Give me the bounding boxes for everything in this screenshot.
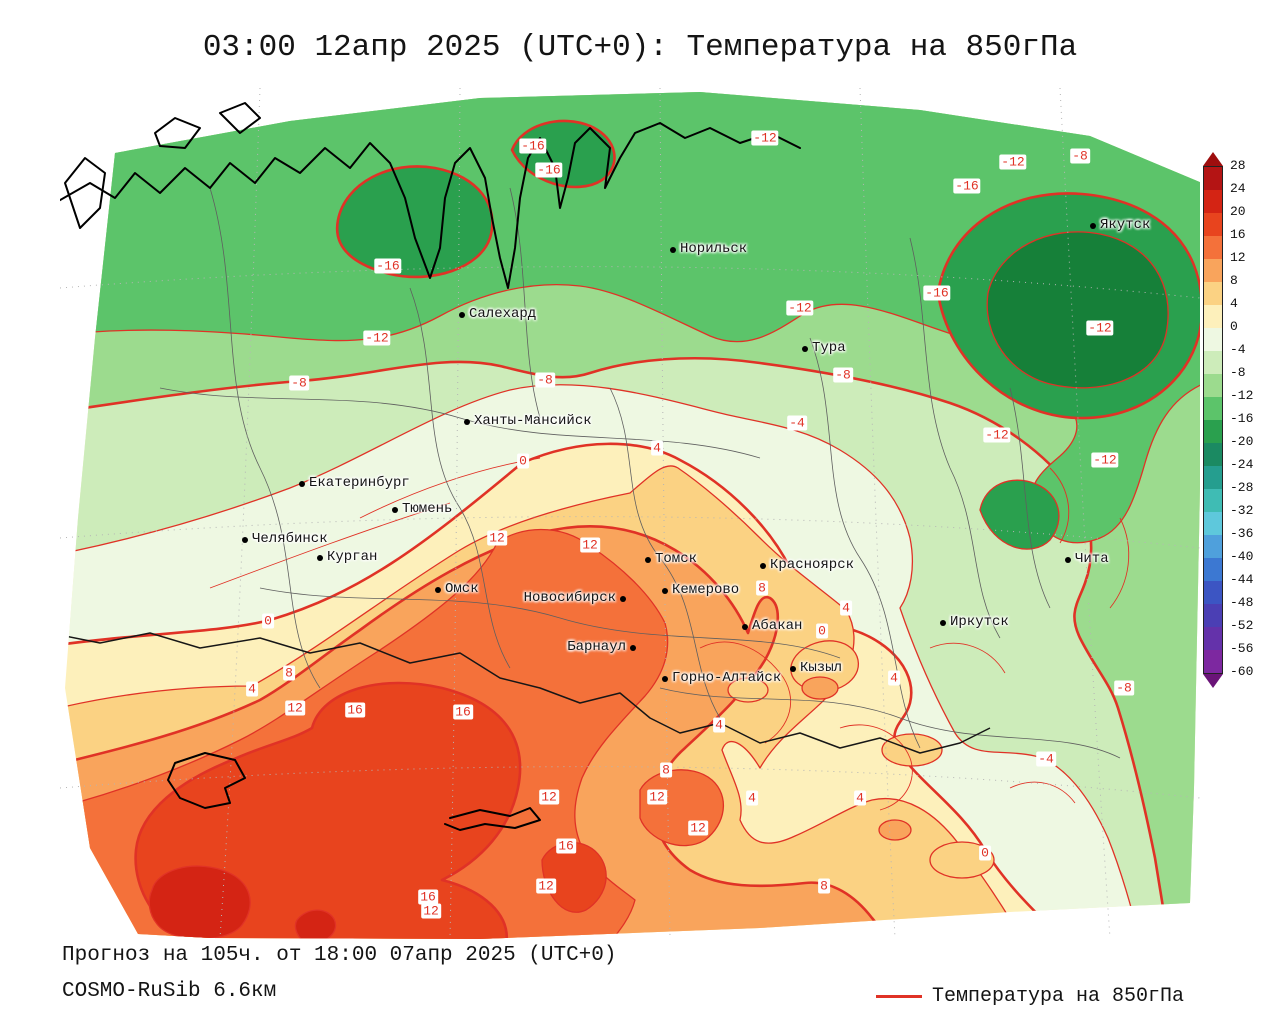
- warm-pocket-20-s: [294, 909, 337, 939]
- arctic-coastline: [60, 122, 801, 289]
- colorbar-tick-label: -48: [1230, 595, 1254, 610]
- colorbar-cell: [1204, 535, 1222, 558]
- colorbar-cell: [1204, 190, 1222, 213]
- minor-contour-1: [699, 641, 792, 744]
- national-border: [65, 632, 991, 754]
- colorbar-cell: [1204, 305, 1222, 328]
- colorbar-cell: [1204, 466, 1222, 489]
- lake-2: [444, 807, 541, 831]
- admin-border-6: [909, 237, 1001, 639]
- warm-pocket-12-se: [639, 769, 725, 847]
- colorbar-cell: [1204, 420, 1222, 443]
- colorbar-tick-label: -12: [1230, 388, 1254, 403]
- se-swirl-2: [801, 676, 839, 700]
- colorbar-tick-label: 24: [1230, 181, 1246, 196]
- graticule-parallel-3: [60, 766, 1200, 799]
- se-swirl-5: [727, 677, 769, 703]
- colorbar-tick-label: 12: [1230, 250, 1246, 265]
- minor-contour-3: [929, 642, 1006, 674]
- colorbar-cell: [1204, 627, 1222, 650]
- colorbar-cell: [1204, 167, 1222, 190]
- colorbar-tick-label: -40: [1230, 549, 1254, 564]
- se-swirl-4: [929, 841, 995, 879]
- colorbar-arrow-up: [1203, 152, 1223, 166]
- colorbar-cell: [1204, 397, 1222, 420]
- cold-pocket-east: [979, 479, 1060, 550]
- colorbar-cells: [1203, 166, 1223, 674]
- warm-pocket-20-sw: [148, 865, 251, 939]
- colorbar-tick-label: -20: [1230, 434, 1254, 449]
- admin-border-3: [609, 387, 721, 719]
- colorbar-tick-label: -52: [1230, 618, 1254, 633]
- model-info-line: COSMO-RuSib 6.6км: [62, 980, 277, 1003]
- legend-label: Температура на 850гПа: [932, 985, 1185, 1008]
- se-swirl-6: [878, 819, 912, 841]
- colorbar-tick-label: 0: [1230, 319, 1238, 334]
- admin-border-10: [659, 687, 1121, 759]
- colorbar-cell: [1204, 489, 1222, 512]
- colorbar-tick-label: -56: [1230, 641, 1254, 656]
- colorbar-tick-label: 16: [1230, 227, 1246, 242]
- colorbar-arrow-down: [1203, 674, 1223, 688]
- map-legend: Температура на 850гПа: [876, 985, 1184, 1008]
- colorbar-cell: [1204, 604, 1222, 627]
- colorbar-cell: [1204, 282, 1222, 305]
- colorbar-cell: [1204, 259, 1222, 282]
- island-3: [64, 157, 106, 229]
- graticule-parallel-2: [60, 516, 1200, 549]
- colorbar-cell: [1204, 512, 1222, 535]
- temperature-map: -16 -16 -16 -16 -16 -12 -12 -12 -12 -12 -12 -12 -8 -8…: [60, 88, 1200, 940]
- cold-core-ne: [986, 231, 1169, 389]
- colorbar-tick-label: -32: [1230, 503, 1254, 518]
- colorbar-cell: [1204, 351, 1222, 374]
- colorbar-cell: [1204, 236, 1222, 259]
- lake-1: [167, 752, 246, 809]
- graticule-parallel-1: [60, 266, 1200, 299]
- minor-contour-4: [1009, 781, 1076, 804]
- temperature-colorbar: 28 24 20 16 12 8 4 0 -4 -8 -12 -16 -20 -24 -28 -32 -36 -4…: [1203, 152, 1273, 688]
- colorbar-tick-label: 4: [1230, 296, 1238, 311]
- colorbar-tick-label: -36: [1230, 526, 1254, 541]
- admin-border-8: [159, 387, 761, 459]
- minor-contour-6: [1109, 517, 1130, 609]
- colorbar-tick-label: -24: [1230, 457, 1254, 472]
- graticule-meridian-5: [1059, 88, 1111, 939]
- se-swirl-1: [790, 640, 859, 692]
- contour--12-region: [65, 92, 1200, 544]
- colorbar-tick-label: -28: [1230, 480, 1254, 495]
- colorbar-cell: [1204, 374, 1222, 397]
- admin-border-2: [409, 287, 511, 669]
- admin-border-9: [259, 587, 841, 659]
- admin-border-4: [809, 337, 921, 749]
- colorbar-cell: [1204, 443, 1222, 466]
- colorbar-tick-label: -44: [1230, 572, 1254, 587]
- admin-border-7: [1009, 387, 1051, 609]
- colorbar-tick-label: -8: [1230, 365, 1246, 380]
- colorbar-cell: [1204, 650, 1222, 673]
- colorbar-tick-label: -4: [1230, 342, 1246, 357]
- forecast-info-line: Прогноз на 105ч. от 18:00 07апр 2025 (UT…: [62, 944, 617, 967]
- island-2: [219, 102, 261, 134]
- colorbar-cell: [1204, 213, 1222, 236]
- colorbar-tick-label: -16: [1230, 411, 1254, 426]
- legend-line-sample: [876, 995, 922, 998]
- minor-contour-2: [839, 724, 913, 811]
- temperature-field-svg: [60, 88, 1200, 939]
- colorbar-cell: [1204, 558, 1222, 581]
- colorbar-tick-label: 8: [1230, 273, 1238, 288]
- admin-border-5: [509, 187, 541, 419]
- colorbar-tick-label: 20: [1230, 204, 1246, 219]
- admin-border-1: [209, 187, 321, 689]
- minor-contour-8: [209, 502, 451, 589]
- colorbar-tick-label: 28: [1230, 158, 1246, 173]
- page-title: 03:00 12апр 2025 (UTC+0): Температура на…: [202, 30, 1078, 65]
- colorbar-cell: [1204, 581, 1222, 604]
- colorbar-tick-label: -60: [1230, 664, 1254, 679]
- island-1: [154, 117, 201, 149]
- cold-pocket-nw: [335, 165, 494, 279]
- minor-contour-5: [1049, 467, 1070, 544]
- colorbar-cell: [1204, 328, 1222, 351]
